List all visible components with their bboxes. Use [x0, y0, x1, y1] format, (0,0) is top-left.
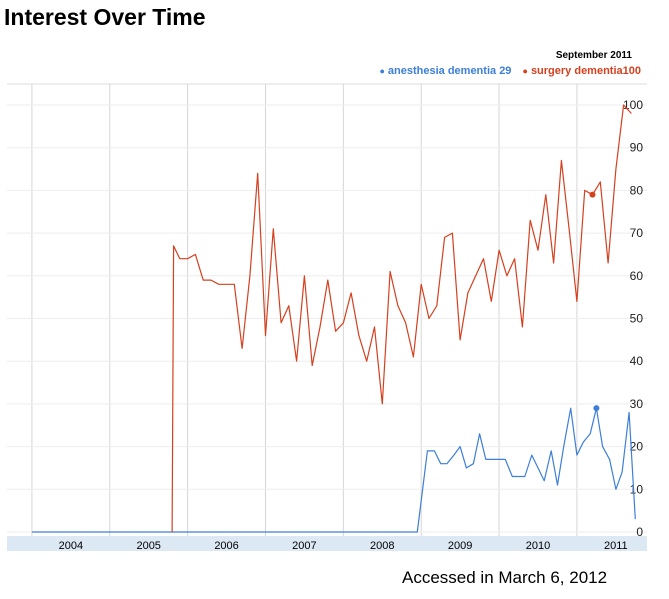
y-tick-label: 40 [630, 354, 644, 368]
legend-label-anesthesia: anesthesia dementia 29 [387, 65, 512, 77]
y-tick-label: 80 [630, 183, 644, 197]
x-tick-label: 2008 [370, 540, 394, 552]
chart-title: Interest Over Time [4, 4, 206, 30]
series-line-0 [31, 407, 636, 533]
legend-label-surgery: surgery dementia100 [530, 65, 641, 77]
highlight-marker-0 [593, 405, 600, 412]
y-tick-label: 20 [630, 440, 644, 454]
y-tick-label: 30 [630, 397, 644, 411]
x-axis-band [7, 536, 647, 551]
legend-item-surgery[interactable]: ● surgery dementia100 [523, 65, 642, 77]
vertical-gridlines [31, 84, 578, 536]
x-tick-label: 2007 [292, 540, 316, 552]
x-axis-labels: 2004 2005 2006 2007 2008 2009 2010 2011 [59, 540, 628, 552]
series-line-1 [171, 104, 632, 533]
legend-dot-surgery: ● [522, 66, 528, 76]
highlight-date-label: September 2011 [555, 50, 632, 61]
x-tick-label: 2009 [448, 540, 472, 552]
y-tick-label: 90 [630, 141, 644, 155]
legend-item-anesthesia[interactable]: ● anesthesia dementia 29 [379, 65, 511, 77]
y-tick-label: 60 [630, 269, 644, 283]
x-tick-label: 2006 [214, 540, 238, 552]
footer-note: Accessed in March 6, 2012 [402, 568, 608, 587]
x-tick-label: 2005 [136, 540, 160, 552]
x-tick-label: 2010 [526, 540, 550, 552]
x-tick-label: 2011 [604, 540, 628, 552]
y-tick-label: 70 [630, 226, 644, 240]
highlight-marker-1 [589, 191, 596, 198]
series-lines [31, 104, 636, 533]
y-tick-label: 100 [623, 98, 643, 112]
y-tick-label: 0 [636, 525, 643, 539]
y-tick-label: 10 [630, 482, 644, 496]
legend-dot-anesthesia: ● [379, 66, 385, 76]
x-tick-label: 2004 [59, 540, 83, 552]
horizontal-gridlines [7, 83, 647, 533]
legend: ● anesthesia dementia 29 ● surgery dementi… [371, 65, 641, 77]
y-tick-label: 50 [630, 312, 644, 326]
